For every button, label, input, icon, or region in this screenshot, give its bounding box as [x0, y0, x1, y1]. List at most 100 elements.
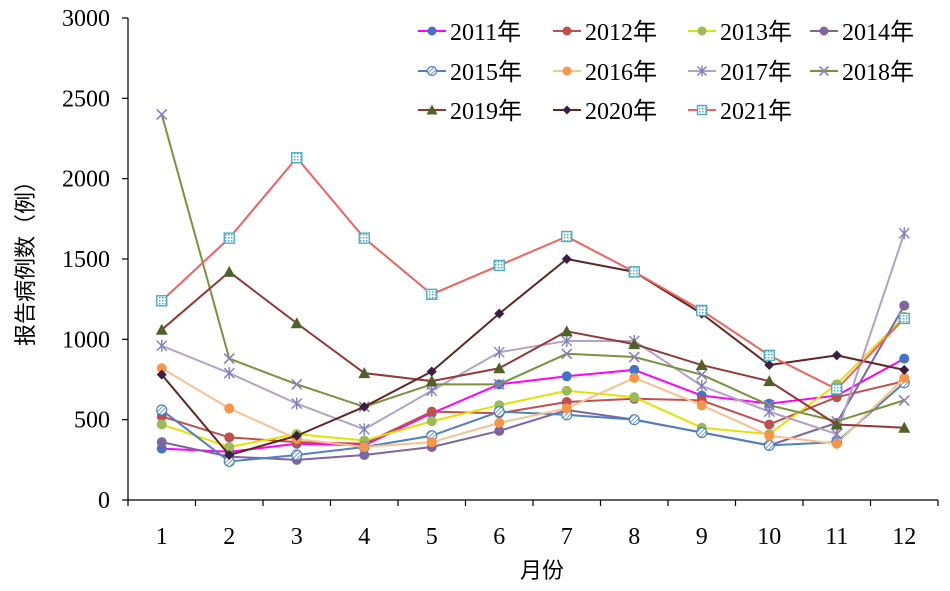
data-point — [899, 353, 910, 364]
data-point — [763, 439, 775, 451]
series-2019年 — [155, 265, 911, 433]
data-point — [696, 104, 708, 116]
data-point — [696, 379, 708, 392]
legend-item: 2017年 — [688, 58, 792, 86]
y-axis-label: 报告病例数（例） — [14, 170, 39, 346]
y-tick-label: 1000 — [62, 327, 110, 353]
data-point — [830, 418, 843, 430]
data-point — [628, 338, 641, 350]
data-point — [156, 108, 168, 120]
data-point — [493, 378, 505, 390]
legend-item: 2019年 — [418, 97, 522, 125]
series-line — [161, 270, 905, 429]
data-point — [831, 350, 842, 361]
data-point — [696, 304, 708, 317]
data-point — [629, 364, 640, 375]
data-point — [291, 378, 303, 390]
x-tick-label: 2 — [223, 524, 235, 550]
y-tick-label: 0 — [98, 488, 110, 514]
series-2020年 — [156, 254, 910, 461]
data-point — [899, 300, 910, 311]
x-tick-label: 8 — [628, 524, 640, 550]
x-tick-label: 7 — [561, 524, 573, 550]
data-point — [493, 259, 505, 272]
data-point — [156, 369, 167, 380]
data-point — [764, 419, 775, 430]
data-point — [697, 26, 707, 36]
data-point — [155, 323, 168, 335]
data-point — [156, 404, 168, 416]
series-line — [161, 156, 905, 391]
data-point — [899, 364, 910, 375]
x-tick-label: 5 — [426, 524, 438, 550]
data-point — [561, 371, 572, 382]
data-point — [561, 348, 573, 360]
data-point — [358, 232, 370, 244]
data-point — [818, 65, 830, 77]
data-point — [561, 385, 572, 396]
data-point — [819, 26, 829, 36]
legend-item: 2021年 — [688, 97, 792, 125]
data-point — [764, 430, 775, 441]
series-2013年 — [156, 311, 910, 452]
data-point — [156, 295, 168, 307]
x-tick-label: 6 — [493, 524, 505, 550]
data-point — [898, 421, 911, 433]
data-point — [562, 26, 572, 36]
legend-label: 2020年 — [585, 97, 657, 125]
data-point — [224, 432, 235, 443]
data-point — [493, 346, 505, 359]
data-point — [697, 65, 707, 77]
x-tick-label: 9 — [696, 524, 708, 550]
data-point — [291, 430, 302, 441]
data-point — [426, 288, 438, 301]
series-layer — [155, 108, 911, 468]
data-point — [494, 425, 505, 436]
legend-label: 2014年 — [842, 18, 914, 46]
data-point — [629, 372, 640, 383]
data-point — [763, 405, 775, 418]
data-point — [696, 369, 708, 381]
legend-item: 2014年 — [810, 18, 914, 46]
data-point — [628, 351, 640, 363]
data-point — [831, 438, 842, 449]
series-line — [161, 367, 905, 448]
series-line — [161, 380, 905, 445]
x-tick-label: 10 — [757, 524, 781, 550]
data-point — [763, 375, 776, 387]
data-point — [426, 104, 438, 115]
data-point — [426, 437, 437, 448]
legend-label: 2015年 — [450, 58, 522, 86]
data-point — [899, 372, 910, 383]
legend-item: 2020年 — [553, 97, 657, 125]
data-point — [763, 349, 775, 362]
data-point — [561, 254, 572, 264]
data-point — [359, 441, 370, 452]
series-line — [161, 305, 906, 461]
series-line — [161, 357, 905, 453]
data-point — [291, 449, 303, 461]
legend-label: 2011年 — [450, 18, 521, 46]
data-point — [696, 400, 707, 411]
data-point — [426, 406, 437, 417]
y-tick-label: 1500 — [62, 247, 110, 273]
data-point — [425, 375, 438, 387]
data-point — [426, 416, 437, 427]
legend-item: 2015年 — [418, 58, 522, 86]
data-point — [560, 325, 573, 337]
series-line — [161, 232, 906, 436]
data-point — [290, 317, 303, 329]
data-point — [224, 441, 235, 452]
data-point — [898, 394, 910, 406]
data-point — [223, 367, 235, 380]
y-tick-label: 3000 — [62, 6, 110, 32]
data-point — [223, 232, 235, 244]
legend-label: 2018年 — [842, 58, 914, 86]
data-point — [156, 437, 167, 448]
data-point — [426, 384, 438, 397]
legend-label: 2012年 — [585, 18, 657, 46]
data-point — [831, 428, 843, 441]
data-point — [156, 419, 167, 430]
